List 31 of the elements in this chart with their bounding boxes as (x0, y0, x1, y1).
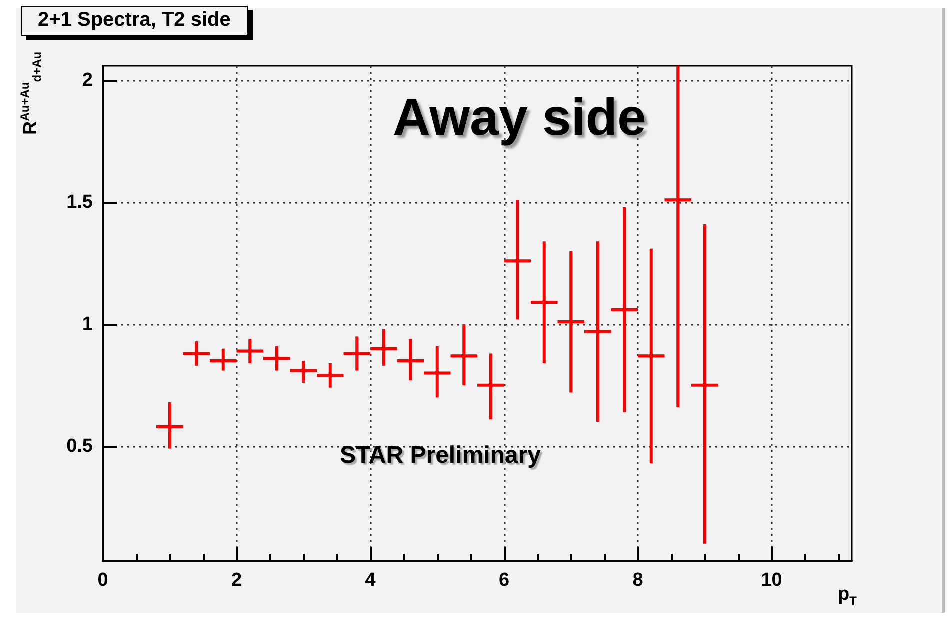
point (488, 382, 494, 388)
chart-title: 2+1 Spectra, T2 side (21, 6, 248, 36)
point (648, 354, 654, 359)
x-tick-label: 10 (761, 570, 782, 591)
x-tick-label: 4 (365, 570, 376, 591)
x-axis-title: p$_{T}$ (838, 584, 857, 608)
point (434, 370, 440, 376)
y-tick-label: 1.5 (66, 192, 94, 214)
annotation: STAR Preliminary (340, 442, 541, 470)
point (328, 373, 333, 378)
y-tick-label: 0.5 (66, 436, 94, 457)
annotation: Away side (393, 88, 646, 148)
point (676, 198, 681, 203)
point (381, 346, 386, 352)
point (274, 356, 280, 362)
point (462, 354, 467, 359)
y-tick-label: 1 (82, 314, 94, 335)
point (248, 348, 253, 354)
point (595, 329, 600, 334)
point (515, 258, 520, 264)
y-tick-label: 2 (82, 70, 93, 92)
x-tick-label: 6 (498, 570, 510, 591)
point (354, 351, 360, 356)
x-tick-label: 8 (632, 570, 644, 591)
point (167, 424, 172, 430)
x-tick-label: 2 (231, 570, 242, 591)
point (194, 351, 200, 356)
x-tick-label: 0 (98, 570, 108, 591)
point (702, 382, 708, 388)
point (622, 307, 628, 312)
point (301, 368, 306, 374)
